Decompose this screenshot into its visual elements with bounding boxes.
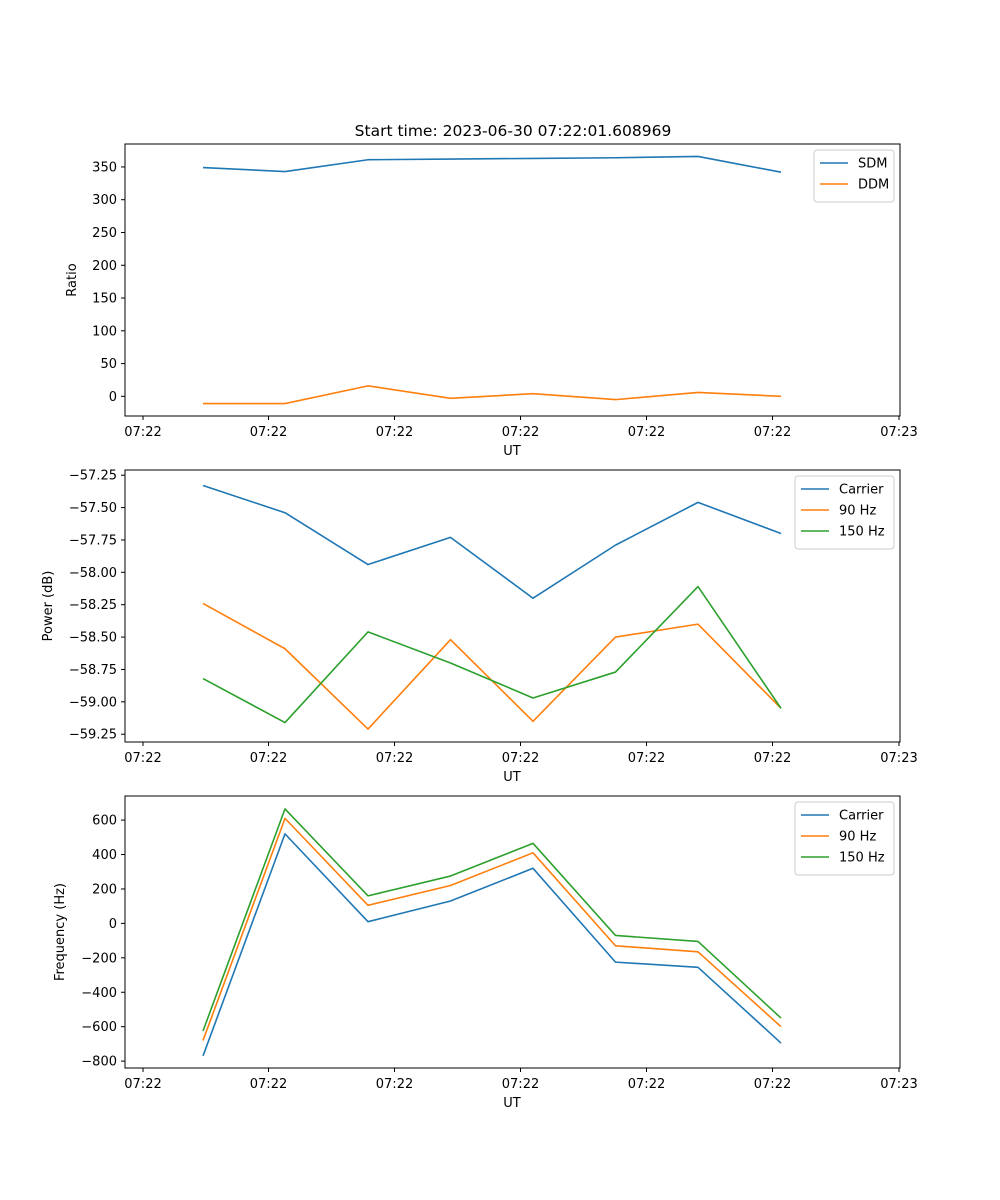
y-tick-label: 150 <box>92 292 117 307</box>
x-tick-label: 07:23 <box>880 1077 917 1092</box>
y-tick-label: −59.25 <box>69 728 117 743</box>
x-tick-label: 07:22 <box>628 751 665 766</box>
y-tick-label: −58.00 <box>69 566 117 581</box>
y-tick-label: 50 <box>100 357 117 372</box>
plot-area-frame <box>124 143 901 417</box>
y-tick-label: −57.50 <box>69 501 117 516</box>
figure-title: Start time: 2023-06-30 07:22:01.608969 <box>355 122 672 140</box>
legend-label: 90 Hz <box>839 504 876 519</box>
x-tick-label: 07:22 <box>628 425 665 440</box>
x-axis-label: UT <box>503 1096 521 1111</box>
y-tick-label: −400 <box>81 986 117 1001</box>
x-tick-label: 07:22 <box>376 1077 413 1092</box>
y-tick-label: 200 <box>92 259 117 274</box>
x-tick-label: 07:22 <box>754 751 791 766</box>
y-tick-label: −57.75 <box>69 533 117 548</box>
x-tick-label: 07:22 <box>502 1077 539 1092</box>
y-tick-label: −58.75 <box>69 663 117 678</box>
series-line-1 <box>202 484 782 600</box>
x-tick-label: 07:22 <box>124 1077 161 1092</box>
y-axis-label: Frequency (Hz) <box>53 883 68 981</box>
series-line-2 <box>202 817 782 1041</box>
y-tick-label: 350 <box>92 160 117 175</box>
x-tick-label: 07:22 <box>502 425 539 440</box>
x-tick-label: 07:22 <box>754 425 791 440</box>
y-tick-label: −800 <box>81 1055 117 1070</box>
x-tick-label: 07:22 <box>376 425 413 440</box>
legend: Carrier 90 Hz 150 Hz <box>794 801 895 876</box>
y-tick-label: −600 <box>81 1020 117 1035</box>
x-tick-label: 07:22 <box>628 1077 665 1092</box>
plot-area-frame <box>124 469 901 743</box>
legend-label: Carrier <box>839 483 884 498</box>
y-tick-label: 0 <box>109 917 117 932</box>
y-tick-label: 200 <box>92 882 117 897</box>
x-tick-label: 07:22 <box>502 751 539 766</box>
chart-panel-1: 07:22 07:22 07:22 07:22 07:22 07:22 07:23 0 50 10… <box>65 143 918 459</box>
y-tick-label: 100 <box>92 324 117 339</box>
legend-label: 90 Hz <box>839 830 876 845</box>
x-tick-label: 07:22 <box>124 425 161 440</box>
y-tick-label: 300 <box>92 193 117 208</box>
x-tick-label: 07:22 <box>754 1077 791 1092</box>
y-tick-label: −58.50 <box>69 631 117 646</box>
chart-panel-2: 07:22 07:22 07:22 07:22 07:22 07:22 07:23 −59.2… <box>41 469 918 785</box>
y-tick-label: 250 <box>92 226 117 241</box>
plot-area-frame <box>124 795 901 1069</box>
series-line-3 <box>202 585 782 724</box>
x-tick-label: 07:23 <box>880 751 917 766</box>
y-tick-label: −200 <box>81 951 117 966</box>
series-line-1 <box>202 833 782 1057</box>
legend-label: 150 Hz <box>839 851 885 866</box>
y-tick-label: 400 <box>92 848 117 863</box>
x-tick-label: 07:22 <box>250 751 287 766</box>
legend-label: Carrier <box>839 809 884 824</box>
y-tick-label: −59.00 <box>69 695 117 710</box>
legend-label: 150 Hz <box>839 525 885 540</box>
x-axis-label: UT <box>503 444 521 459</box>
x-axis-label: UT <box>503 770 521 785</box>
x-tick-label: 07:22 <box>376 751 413 766</box>
chart-panels: 07:22 07:22 07:22 07:22 07:22 07:22 07:23 0 50 10… <box>41 143 918 1111</box>
legend-label: DDM <box>858 178 889 193</box>
legend: Carrier 90 Hz 150 Hz <box>794 475 895 550</box>
y-axis-label: Ratio <box>65 263 80 296</box>
series-line-1 <box>202 155 782 173</box>
series-line-2 <box>203 385 782 405</box>
y-tick-label: −57.25 <box>69 469 117 484</box>
x-tick-label: 07:22 <box>250 1077 287 1092</box>
legend-label: SDM <box>858 157 887 172</box>
y-tick-label: 0 <box>109 390 117 405</box>
x-tick-label: 07:23 <box>880 425 917 440</box>
y-tick-label: 600 <box>92 814 117 829</box>
x-tick-label: 07:22 <box>124 751 161 766</box>
chart-panel-3: 07:22 07:22 07:22 07:22 07:22 07:22 07:23 −800 −… <box>53 795 918 1111</box>
series-line-3 <box>202 808 782 1032</box>
legend: SDM DDM <box>813 149 895 203</box>
y-tick-label: −58.25 <box>69 598 117 613</box>
y-axis-label: Power (dB) <box>41 571 56 642</box>
x-tick-label: 07:22 <box>250 425 287 440</box>
